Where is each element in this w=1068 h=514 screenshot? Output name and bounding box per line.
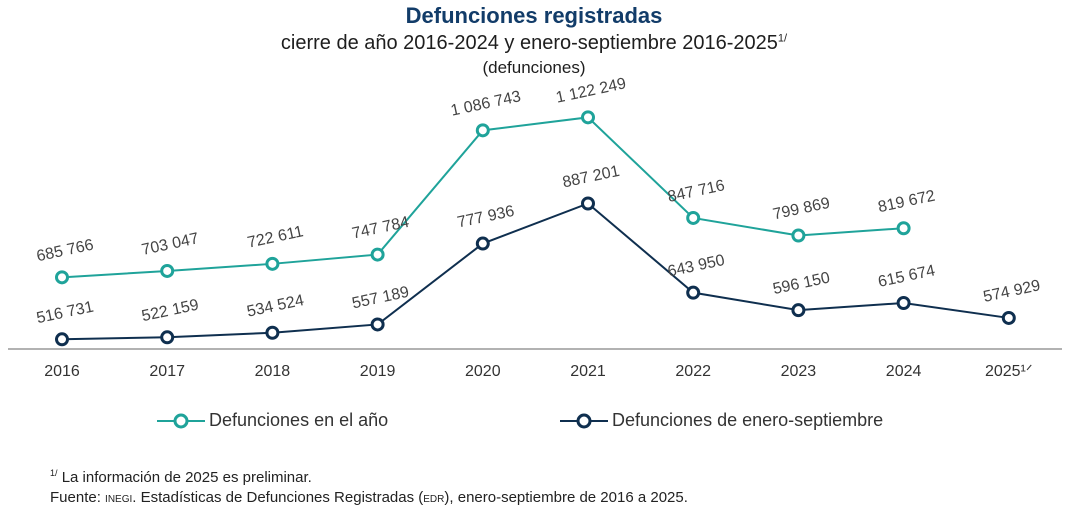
source-prefix: Fuente: [50, 489, 106, 506]
point-annual [475, 123, 490, 138]
x-tick-label: 2022 [675, 363, 711, 380]
point-annual [370, 247, 385, 262]
source-abbr: EDR [423, 489, 445, 505]
data-label-annual: 703 047 [140, 230, 200, 259]
point-jan-sep [265, 325, 280, 340]
data-label-annual: 799 869 [771, 195, 831, 224]
legend-marker-annual-icon [157, 413, 205, 428]
data-label-jan-sep: 522 159 [140, 297, 200, 326]
line-chart: 2016 2017 2018 2019 2020 2021 2022 2023 2024 2025… [8, 75, 1062, 380]
data-label-jan-sep: 596 150 [771, 269, 831, 298]
series-line-annual [61, 116, 904, 279]
data-label-jan-sep: 574 929 [982, 277, 1042, 306]
source-mid: . Estadísticas de Defunciones Registrada… [132, 489, 424, 506]
footnote: 1/ La información de 2025 es preliminar. [50, 468, 312, 486]
x-tick-label: 2019 [360, 363, 396, 380]
point-annual [265, 256, 280, 271]
legend-item-jan-sep: Defunciones de enero-septiembre [560, 410, 883, 431]
point-jan-sep [475, 236, 490, 251]
legend-item-annual: Defunciones en el año [157, 410, 388, 431]
point-jan-sep [1001, 310, 1016, 325]
chart-subtitle: cierre de año 2016-2024 y enero-septiemb… [0, 32, 1068, 55]
x-tick-label: 2018 [255, 363, 291, 380]
x-tick-label: 2023 [781, 363, 817, 380]
point-jan-sep [581, 196, 595, 211]
point-annual [791, 228, 806, 243]
subtitle-text: cierre de año 2016-2024 y enero-septiemb… [280, 32, 778, 54]
point-annual [581, 110, 595, 125]
x-tick-label: 2016 [44, 363, 80, 380]
point-jan-sep [160, 330, 175, 345]
x-tick-label: 2020 [465, 363, 501, 380]
point-jan-sep [55, 332, 69, 347]
x-tick-label: 2025¹ᐟ [985, 363, 1033, 380]
legend-label-jan-sep: Defunciones de enero-septiembre [612, 410, 884, 430]
data-label-annual: 819 672 [877, 187, 937, 216]
data-label-annual: 685 766 [35, 237, 95, 266]
legend-label-annual: Defunciones en el año [209, 410, 389, 430]
data-label-jan-sep: 534 524 [245, 292, 305, 321]
data-label-jan-sep: 643 950 [666, 252, 726, 281]
chart-unit: (defunciones) [482, 58, 586, 77]
point-jan-sep [896, 296, 911, 311]
data-label-jan-sep: 516 731 [35, 299, 95, 328]
source-end: ), enero-septiembre de 2016 a 2025. [444, 489, 688, 506]
source-org: INEGI [105, 489, 133, 505]
data-label-annual: 847 716 [666, 177, 726, 206]
subtitle-footnote-mark: 1/ [777, 32, 788, 45]
data-label-annual: 722 611 [246, 223, 305, 251]
data-label-annual: 1 086 743 [449, 88, 522, 119]
point-jan-sep [686, 285, 701, 300]
point-jan-sep [791, 303, 806, 318]
footnote-mark: 1/ [50, 468, 58, 478]
data-label-jan-sep: 615 674 [877, 262, 937, 291]
x-tick-label: 2024 [886, 363, 922, 380]
legend-marker-jan-sep-icon [560, 413, 608, 428]
data-label-jan-sep: 887 201 [561, 163, 621, 192]
point-annual [686, 210, 701, 225]
x-tick-label: 2021 [570, 363, 606, 380]
point-annual [896, 221, 911, 236]
point-annual [55, 270, 69, 285]
data-label-jan-sep: 557 189 [351, 284, 411, 313]
data-label-jan-sep: 777 936 [456, 203, 516, 232]
x-tick-label: 2017 [149, 363, 185, 380]
footnote-text: La información de 2025 es preliminar. [61, 469, 312, 486]
source-note: Fuente: INEGI. Estadísticas de Defuncion… [50, 489, 688, 506]
series-line-jan-sep [61, 202, 1009, 341]
chart-title: Defunciones registradas [405, 3, 663, 28]
point-jan-sep [370, 317, 385, 332]
data-label-annual: 1 122 249 [554, 75, 627, 106]
data-label-annual: 747 784 [351, 214, 411, 243]
point-annual [160, 263, 175, 278]
